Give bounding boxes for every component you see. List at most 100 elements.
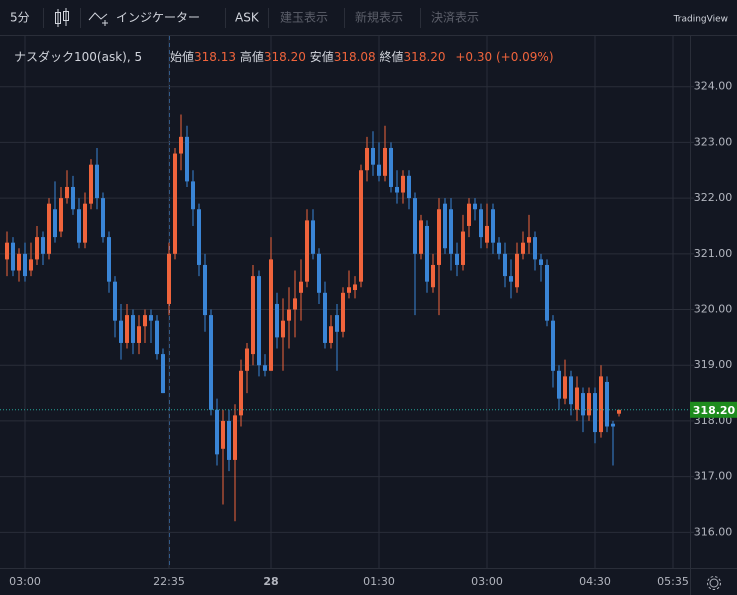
candle-body xyxy=(95,164,99,199)
candle-body xyxy=(233,415,237,460)
candle-body xyxy=(5,242,9,260)
candle-body xyxy=(263,365,267,371)
y-tick-label: 323.00 xyxy=(694,135,733,148)
candle-body xyxy=(143,315,147,327)
settings-icon[interactable] xyxy=(707,576,721,590)
candle-body xyxy=(551,320,555,371)
candle-body xyxy=(29,259,33,271)
candle-body xyxy=(569,376,573,405)
brand: TradingView xyxy=(673,15,728,25)
candle-body xyxy=(407,175,411,199)
indicator-icon[interactable] xyxy=(88,12,108,26)
candle-body xyxy=(371,147,375,165)
toolbar: 5分 インジケーター ASK 建玉表示 新規表示 決済表示 TradingVie… xyxy=(0,8,737,36)
candle-body xyxy=(455,253,459,265)
candle-body xyxy=(491,209,495,243)
last-price-label: 318.20 xyxy=(693,404,736,417)
symbol: ナスダック100(ask) xyxy=(14,49,127,64)
legend-value: 318.08 xyxy=(334,50,376,64)
x-tick-label: 01:30 xyxy=(363,575,395,588)
candle-body xyxy=(353,284,357,291)
candle-body xyxy=(617,409,621,414)
candle-body xyxy=(593,393,597,433)
interval: 5 xyxy=(134,50,142,64)
candle-body xyxy=(473,203,477,210)
candle-body xyxy=(281,320,285,338)
candle-body xyxy=(239,370,243,416)
x-tick-label: 22:35 xyxy=(153,575,185,588)
candle-body xyxy=(485,225,489,243)
candle-body xyxy=(119,320,123,343)
candle-body xyxy=(449,209,453,254)
candle-body xyxy=(221,420,225,449)
candle-body xyxy=(293,298,297,310)
candle-body xyxy=(65,186,69,199)
toolbar-button[interactable]: 新規表示 xyxy=(355,10,403,25)
y-tick-label: 320.00 xyxy=(694,303,733,316)
candle-body xyxy=(443,203,447,249)
candle-body xyxy=(461,231,465,265)
candle-body xyxy=(431,264,435,288)
candle-body xyxy=(71,186,75,210)
candle-body xyxy=(521,242,525,254)
candle-body xyxy=(527,237,531,243)
candle-body xyxy=(365,147,369,171)
candle-body xyxy=(131,315,135,343)
candle-body xyxy=(509,276,513,282)
candle-body xyxy=(425,225,429,282)
candle-body xyxy=(503,253,507,277)
last-price-tag xyxy=(690,401,737,418)
candle-body xyxy=(173,153,177,254)
candle-body xyxy=(23,253,27,277)
candle-body xyxy=(179,136,183,154)
candle-body xyxy=(545,264,549,321)
legend-change: +0.30 (+0.09%) xyxy=(455,50,553,64)
x-tick-label: 28 xyxy=(263,575,278,588)
candle-body xyxy=(245,348,249,371)
legend-label: 始値 xyxy=(170,49,194,64)
indicators-button[interactable]: インジケーター xyxy=(116,11,200,25)
interval-button[interactable]: 5分 xyxy=(10,11,30,25)
candle-body xyxy=(323,292,327,343)
x-tick-label: 03:00 xyxy=(471,575,503,588)
x-tick-label: 03:00 xyxy=(9,575,41,588)
candle-body xyxy=(167,253,171,304)
candle-body xyxy=(269,259,273,371)
ask-button[interactable]: ASK xyxy=(235,11,260,25)
x-tick-label: 04:30 xyxy=(579,575,611,588)
candle-body xyxy=(335,315,339,332)
y-tick-label: 324.00 xyxy=(694,80,733,93)
grid xyxy=(0,36,690,568)
candle-body xyxy=(341,292,345,332)
candle-icon[interactable] xyxy=(55,8,69,27)
candle-body xyxy=(59,198,63,232)
candle-body xyxy=(539,259,543,265)
candle-body xyxy=(101,198,105,238)
candle-body xyxy=(413,198,417,254)
ohlc-legend: 始値318.13 高値318.20 安値318.08 終値318.20 +0.3… xyxy=(170,49,554,64)
candle-body xyxy=(611,423,615,427)
candle-body xyxy=(437,209,441,265)
candle-body xyxy=(317,253,321,293)
legend-value: 318.13 xyxy=(194,50,236,64)
candle-body xyxy=(11,242,15,271)
y-tick-label: 321.00 xyxy=(694,247,733,260)
candle-body xyxy=(251,276,255,355)
legend-label: 高値 xyxy=(240,49,264,64)
x-tick-label: 05:35 xyxy=(657,575,689,588)
candle-body xyxy=(155,320,159,355)
candles xyxy=(5,114,621,522)
candle-body xyxy=(161,354,165,394)
candle-body xyxy=(557,370,561,399)
candle-body xyxy=(305,220,309,282)
candle-body xyxy=(41,237,45,254)
y-tick-label: 319.00 xyxy=(694,358,733,371)
toolbar-button[interactable]: 建玉表示 xyxy=(280,11,328,25)
candle-body xyxy=(467,203,471,226)
candle-body xyxy=(77,209,81,243)
candle-body xyxy=(113,281,117,321)
candle-body xyxy=(203,264,207,316)
toolbar-button[interactable]: 決済表示 xyxy=(431,10,479,25)
